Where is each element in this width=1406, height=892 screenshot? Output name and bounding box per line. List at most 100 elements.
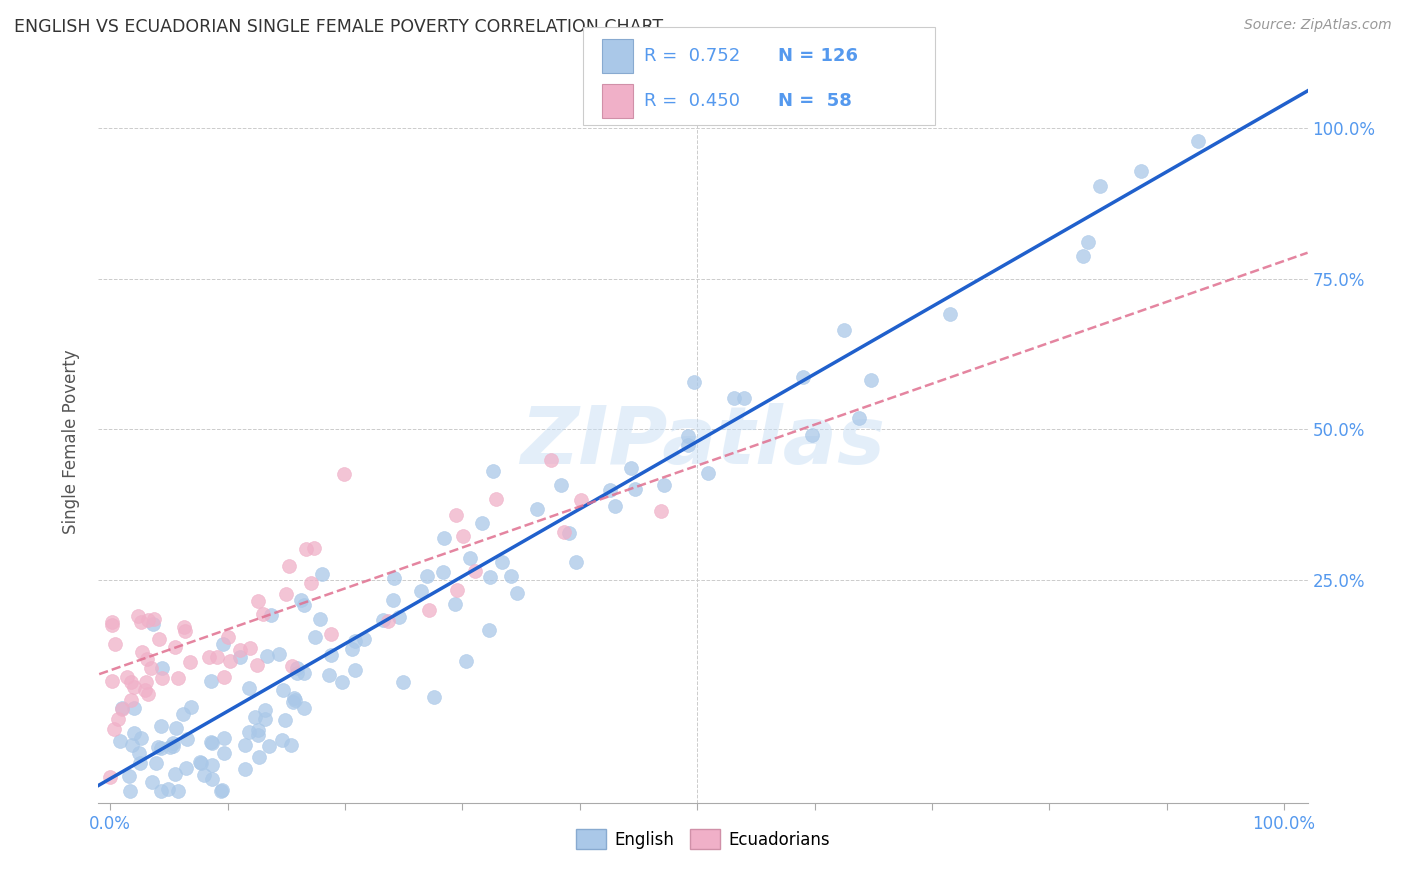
Point	[444, 597, 467, 611]
Point	[458, 551, 481, 566]
Point	[260, 608, 283, 623]
Point	[723, 391, 745, 405]
Point	[800, 427, 823, 442]
Point	[149, 719, 172, 733]
Point	[162, 736, 184, 750]
Point	[311, 567, 333, 582]
Point	[859, 373, 882, 387]
Point	[127, 608, 149, 623]
Point	[294, 542, 316, 557]
Text: N = 126: N = 126	[778, 47, 858, 65]
Point	[1073, 249, 1095, 263]
Point	[172, 706, 194, 721]
Text: ENGLISH VS ECUADORIAN SINGLE FEMALE POVERTY CORRELATION CHART: ENGLISH VS ECUADORIAN SINGLE FEMALE POVE…	[14, 18, 664, 36]
Point	[120, 692, 142, 706]
Point	[174, 624, 197, 638]
Point	[129, 756, 152, 770]
Point	[540, 453, 562, 467]
Point	[179, 655, 201, 669]
Point	[111, 701, 134, 715]
Point	[620, 461, 643, 475]
Point	[603, 499, 626, 513]
Point	[162, 739, 184, 754]
Point	[599, 483, 621, 497]
Point	[149, 784, 172, 798]
Point	[283, 691, 305, 706]
Point	[212, 670, 235, 684]
Point	[550, 477, 572, 491]
Point	[290, 593, 312, 607]
Point	[564, 555, 586, 569]
Point	[683, 376, 706, 390]
Point	[200, 734, 222, 748]
Point	[409, 584, 432, 599]
Point	[205, 650, 228, 665]
Point	[247, 750, 270, 764]
Point	[98, 770, 121, 784]
Point	[201, 735, 224, 749]
Point	[340, 642, 363, 657]
Point	[166, 671, 188, 685]
Point	[432, 566, 454, 580]
Point	[1187, 135, 1209, 149]
Point	[198, 649, 221, 664]
Point	[697, 467, 720, 481]
Point	[138, 686, 160, 700]
Point	[451, 529, 474, 543]
Point	[377, 614, 399, 628]
Point	[284, 692, 307, 706]
Point	[115, 670, 138, 684]
Point	[267, 647, 290, 661]
Point	[166, 784, 188, 798]
Point	[190, 755, 212, 769]
Point	[193, 768, 215, 782]
Point	[148, 739, 170, 754]
Point	[676, 429, 699, 443]
Point	[273, 713, 295, 727]
Point	[176, 732, 198, 747]
Point	[118, 784, 141, 798]
Point	[292, 598, 315, 612]
Point	[129, 731, 152, 746]
Point	[229, 643, 252, 657]
Point	[418, 603, 440, 617]
Point	[218, 654, 240, 668]
Point	[332, 675, 354, 690]
Point	[319, 648, 342, 662]
Point	[128, 747, 150, 761]
Point	[165, 721, 187, 735]
Point	[209, 784, 232, 798]
Point	[139, 661, 162, 675]
Point	[392, 675, 415, 690]
Point	[505, 586, 527, 600]
Point	[229, 649, 252, 664]
Text: ZIPatlas: ZIPatlas	[520, 402, 886, 481]
Point	[471, 516, 494, 530]
Point	[247, 728, 270, 742]
Point	[444, 508, 467, 523]
Point	[388, 610, 411, 624]
Point	[129, 615, 152, 629]
Point	[247, 723, 270, 737]
Point	[373, 613, 395, 627]
Point	[309, 612, 332, 626]
Point	[107, 713, 129, 727]
Text: R =  0.450: R = 0.450	[644, 92, 740, 110]
Point	[152, 661, 174, 675]
Legend: English, Ecuadorians: English, Ecuadorians	[569, 822, 837, 856]
Point	[108, 734, 131, 748]
Point	[176, 761, 198, 775]
Point	[136, 614, 159, 628]
Point	[501, 569, 523, 583]
Point	[131, 645, 153, 659]
Point	[211, 783, 233, 797]
Point	[143, 612, 166, 626]
Point	[101, 674, 124, 689]
Point	[141, 775, 163, 789]
Point	[217, 630, 239, 644]
Point	[212, 731, 235, 745]
Point	[569, 492, 592, 507]
Point	[382, 592, 405, 607]
Point	[302, 541, 325, 555]
Point	[557, 526, 579, 541]
